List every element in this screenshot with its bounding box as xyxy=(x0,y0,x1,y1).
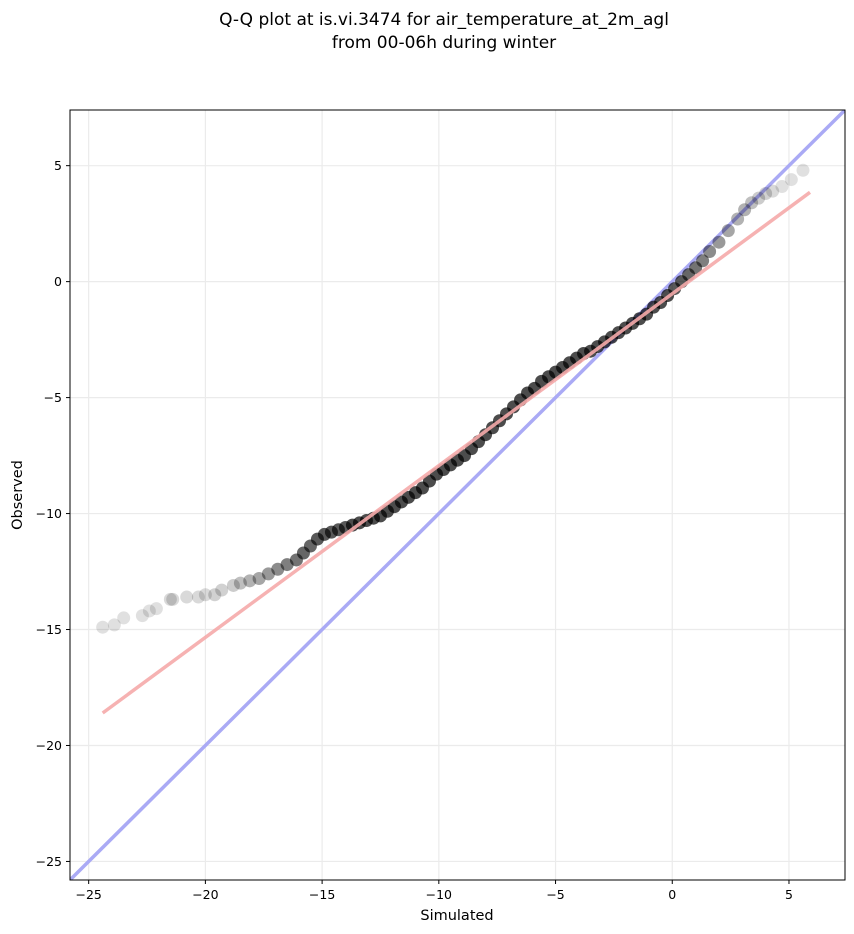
data-point-80 xyxy=(712,235,726,249)
data-point-85 xyxy=(752,191,766,205)
y-tick-label-6: 5 xyxy=(54,158,62,173)
data-point-89 xyxy=(784,173,798,187)
x-tick-label-6: 5 xyxy=(785,887,793,902)
y-tick-label-3: −10 xyxy=(36,506,62,521)
identity-line xyxy=(70,110,845,880)
x-axis-ticks: −25 −20 −15 −10 −5 0 5 xyxy=(75,880,793,902)
identity-line-group xyxy=(70,110,845,880)
data-point-1 xyxy=(107,618,121,632)
data-point-17 xyxy=(261,567,275,581)
data-point-81 xyxy=(721,224,735,238)
data-point-9 xyxy=(191,590,205,604)
data-point-7 xyxy=(166,592,180,606)
plot-frame xyxy=(69,109,846,881)
x-tick-label-5: 0 xyxy=(668,887,676,902)
x-tick-label-3: −10 xyxy=(426,887,452,902)
data-point-3 xyxy=(135,609,149,623)
x-tick-label-2: −15 xyxy=(309,887,335,902)
fit-line-group xyxy=(101,190,812,715)
data-point-10 xyxy=(198,588,212,602)
chart-title-line1: Q-Q plot at is.vi.3474 for air_temperatu… xyxy=(219,10,669,30)
data-point-83 xyxy=(738,203,752,217)
data-point-4 xyxy=(142,604,156,618)
y-axis-label: Observed xyxy=(10,460,26,530)
y-axis-ticks: −25 −20 −15 −10 −5 0 5 xyxy=(36,158,70,869)
x-axis-label: Simulated xyxy=(420,908,493,924)
chart-title-line2: from 00-06h during winter xyxy=(332,33,556,53)
y-tick-label-2: −15 xyxy=(36,622,62,637)
data-point-14 xyxy=(233,576,247,590)
y-tick-label-0: −25 xyxy=(36,854,62,869)
y-tick-label-4: −5 xyxy=(44,390,62,405)
data-point-6 xyxy=(163,592,177,606)
data-point-88 xyxy=(775,180,789,194)
data-point-16 xyxy=(252,571,266,585)
data-point-8 xyxy=(180,590,194,604)
data-point-11 xyxy=(208,588,222,602)
data-point-15 xyxy=(243,574,257,588)
y-tick-label-1: −20 xyxy=(36,738,62,753)
data-point-86 xyxy=(759,186,773,200)
data-point-0 xyxy=(96,620,110,634)
x-tick-label-4: −5 xyxy=(546,887,564,902)
data-point-78 xyxy=(696,254,710,268)
data-point-2 xyxy=(117,611,131,625)
y-tick-label-5: 0 xyxy=(54,274,62,289)
data-point-87 xyxy=(766,184,780,198)
data-point-79 xyxy=(703,244,717,258)
data-point-13 xyxy=(226,578,240,592)
data-point-82 xyxy=(731,212,745,226)
data-point-84 xyxy=(745,196,759,210)
x-tick-label-0: −25 xyxy=(75,887,101,902)
x-tick-label-1: −20 xyxy=(192,887,218,902)
fit-line xyxy=(101,190,812,715)
data-point-5 xyxy=(149,602,163,616)
data-points xyxy=(96,163,810,634)
data-point-12 xyxy=(215,583,229,597)
data-point-90 xyxy=(796,163,810,177)
grid-lines xyxy=(70,110,845,880)
